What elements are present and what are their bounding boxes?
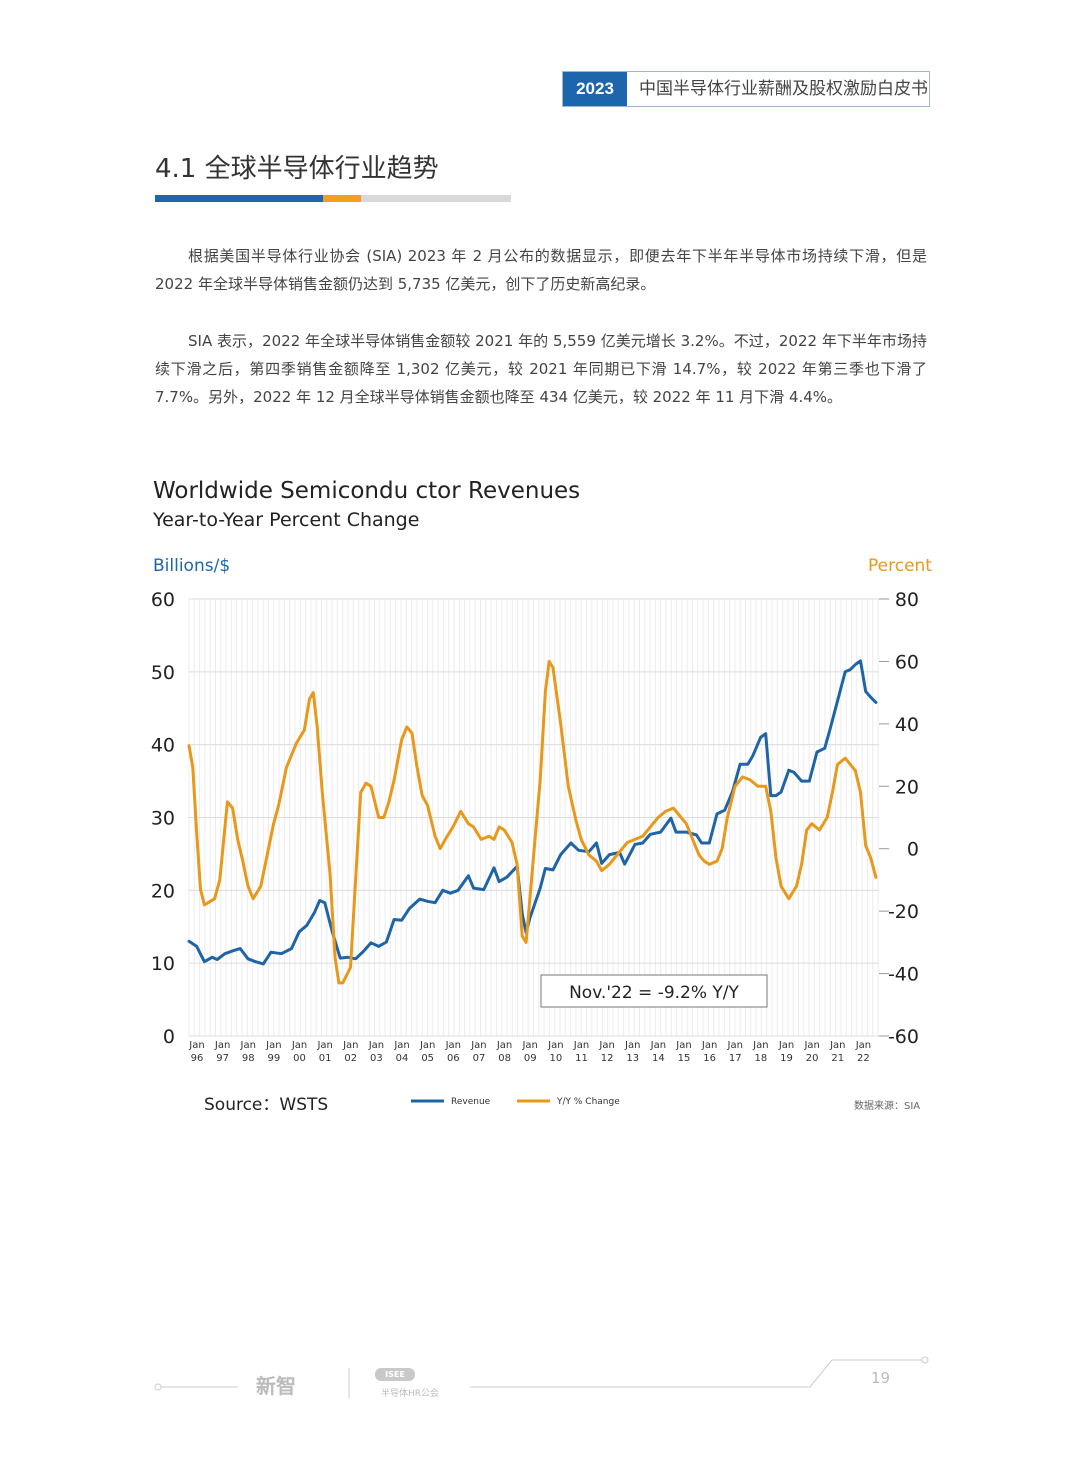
left-tick-label: 0 [163, 1026, 175, 1048]
x-tick-year: 06 [447, 1053, 460, 1064]
x-tick-jan: Jan [393, 1040, 409, 1051]
section-bar-gray [361, 195, 511, 202]
x-tick-year: 04 [396, 1053, 409, 1064]
header-year: 2023 [563, 72, 627, 106]
x-tick-jan: Jan [547, 1040, 563, 1051]
revenue-series-line [187, 659, 878, 966]
left-tick-label: 40 [151, 735, 175, 757]
x-tick-year: 19 [780, 1053, 793, 1064]
chart-subtitle: Year-to-Year Percent Change [153, 509, 420, 531]
x-tick-year: 16 [703, 1053, 716, 1064]
right-tick-label: -40 [888, 964, 919, 986]
right-tick-label: -20 [888, 901, 919, 923]
section-title: 4.1 全球半导体行业趋势 [155, 154, 439, 184]
legend-label: Y/Y % Change [556, 1097, 620, 1107]
x-tick-year: 22 [857, 1053, 870, 1064]
x-tick-jan: Jan [727, 1040, 743, 1051]
x-tick-jan: Jan [240, 1040, 256, 1051]
x-tick-year: 99 [268, 1053, 281, 1064]
x-tick-jan: Jan [829, 1040, 845, 1051]
x-tick-year: 02 [344, 1053, 357, 1064]
x-tick-jan: Jan [675, 1040, 691, 1051]
right-tick-label: -60 [888, 1026, 919, 1048]
x-tick-jan: Jan [188, 1040, 204, 1051]
x-tick-year: 15 [678, 1053, 691, 1064]
x-tick-jan: Jan [855, 1040, 871, 1051]
right-tick-label: 20 [895, 776, 919, 798]
x-tick-year: 96 [191, 1053, 204, 1064]
x-tick-year: 18 [755, 1053, 768, 1064]
x-tick-year: 09 [524, 1053, 537, 1064]
x-tick-jan: Jan [214, 1040, 230, 1051]
x-tick-jan: Jan [342, 1040, 358, 1051]
x-tick-year: 08 [498, 1053, 511, 1064]
annotation-text: Nov.'22 = -9.2% Y/Y [569, 983, 739, 1003]
left-tick-label: 30 [151, 808, 175, 830]
x-tick-jan: Jan [265, 1040, 281, 1051]
x-tick-jan: Jan [624, 1040, 640, 1051]
x-tick-jan: Jan [778, 1040, 794, 1051]
x-tick-year: 03 [370, 1053, 383, 1064]
x-tick-jan: Jan [701, 1040, 717, 1051]
x-tick-jan: Jan [496, 1040, 512, 1051]
x-tick-jan: Jan [368, 1040, 384, 1051]
left-axis-label: Billions/$ [153, 556, 231, 576]
data-source-note: 数据来源：SIA [854, 1101, 921, 1112]
yoy-change-series-line [187, 659, 878, 985]
page-number: 19 [871, 1369, 891, 1387]
left-tick-label: 10 [151, 953, 175, 975]
x-tick-year: 10 [549, 1053, 562, 1064]
x-tick-jan: Jan [803, 1040, 819, 1051]
x-tick-year: 14 [652, 1053, 665, 1064]
x-tick-year: 05 [421, 1053, 434, 1064]
x-tick-year: 17 [729, 1053, 742, 1064]
x-tick-year: 98 [242, 1053, 255, 1064]
x-tick-jan: Jan [419, 1040, 435, 1051]
paragraph-2: SIA 表示，2022 年全球半导体销售金额较 2021 年的 5,559 亿美… [155, 332, 927, 406]
x-tick-year: 11 [575, 1053, 588, 1064]
x-tick-year: 12 [601, 1053, 614, 1064]
left-tick-label: 60 [151, 589, 175, 611]
annotation-box [540, 974, 768, 1008]
x-tick-jan: Jan [521, 1040, 537, 1051]
right-tick-label: 80 [895, 589, 919, 611]
x-tick-year: 97 [216, 1053, 229, 1064]
legend-label: Revenue [451, 1097, 491, 1107]
right-tick-label: 60 [895, 651, 919, 673]
header-banner: 2023 中国半导体行业薪酬及股权激励白皮书 [562, 71, 930, 107]
x-tick-jan: Jan [316, 1040, 332, 1051]
x-tick-year: 01 [319, 1053, 332, 1064]
x-tick-jan: Jan [598, 1040, 614, 1051]
x-tick-year: 00 [293, 1053, 306, 1064]
x-tick-jan: Jan [470, 1040, 486, 1051]
left-tick-label: 50 [151, 662, 175, 684]
x-tick-year: 13 [626, 1053, 639, 1064]
chart-title: Worldwide Semicondu ctor Revenues [153, 478, 581, 504]
x-tick-jan: Jan [752, 1040, 768, 1051]
left-tick-label: 20 [151, 880, 175, 902]
isee-logo-subtitle: 半导体HR公会 [381, 1389, 440, 1399]
x-tick-jan: Jan [573, 1040, 589, 1051]
x-tick-jan: Jan [650, 1040, 666, 1051]
xinzhi-logo: 新智 [256, 1374, 296, 1398]
x-tick-jan: Jan [445, 1040, 461, 1051]
x-tick-jan: Jan [291, 1040, 307, 1051]
section-bar-blue [155, 195, 323, 202]
x-tick-year: 20 [806, 1053, 819, 1064]
right-tick-label: 0 [907, 839, 919, 861]
right-tick-label: 40 [895, 714, 919, 736]
paragraph-1: 根据美国半导体行业协会 (SIA) 2023 年 2 月公布的数据显示，即便去年… [155, 247, 927, 293]
header-title: 中国半导体行业薪酬及股权激励白皮书 [639, 79, 928, 99]
x-tick-year: 07 [473, 1053, 486, 1064]
x-tick-year: 21 [831, 1053, 844, 1064]
chart-source: Source：WSTS [204, 1095, 329, 1115]
right-axis-label: Percent [868, 556, 932, 576]
section-bar-orange [323, 195, 361, 202]
isee-logo: ISEE [375, 1368, 415, 1381]
